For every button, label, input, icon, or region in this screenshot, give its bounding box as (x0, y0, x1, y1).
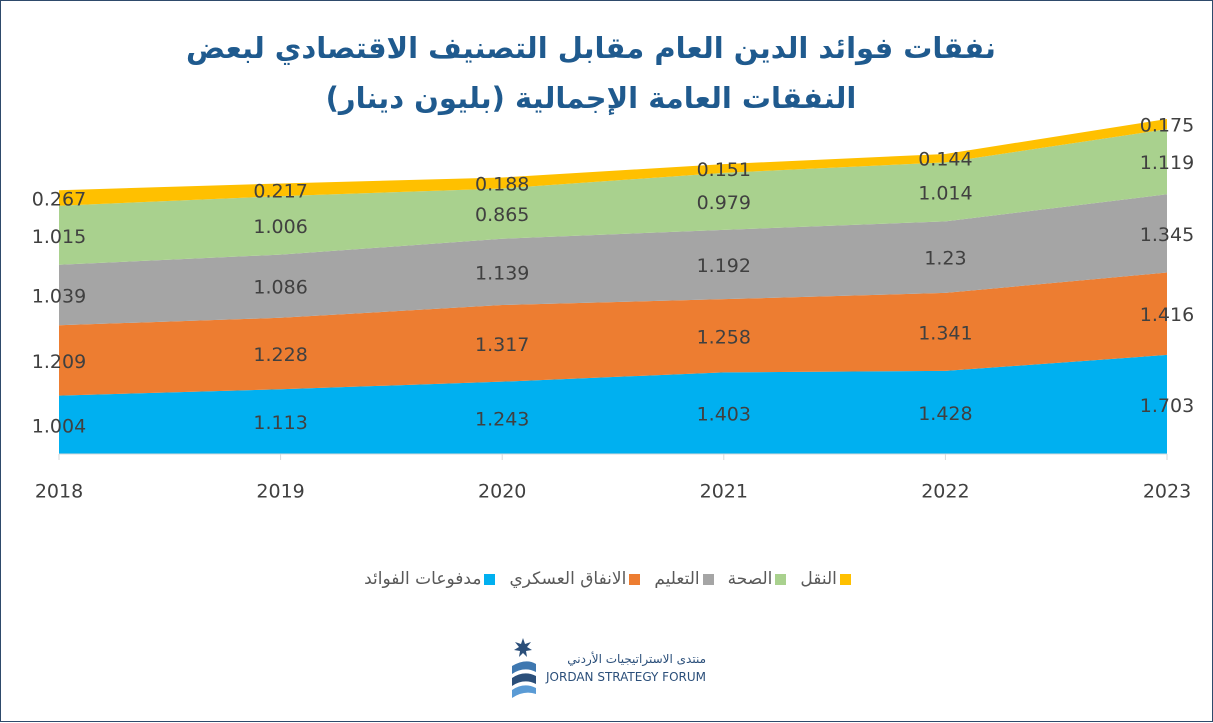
x-tick-label: 2020 (478, 481, 526, 503)
legend-label: التعليم (654, 569, 700, 589)
data-label: 1.192 (697, 255, 751, 277)
area (59, 119, 1167, 206)
legend-swatch (775, 573, 787, 585)
area (59, 129, 1167, 265)
data-label: 1.703 (1140, 395, 1194, 417)
data-label: 1.428 (918, 403, 972, 425)
legend-label: مدفوعات الفوائد (364, 569, 482, 589)
legend-item: الصحة (728, 569, 787, 589)
legend: مدفوعات الفوائد الانفاق العسكري التعليم الص… (1, 569, 1213, 589)
data-label: 1.004 (32, 415, 86, 437)
area (59, 354, 1167, 454)
data-label: 0.267 (32, 188, 86, 210)
data-label: 1.086 (253, 277, 307, 299)
data-label: 1.119 (1140, 152, 1194, 174)
x-tick-label: 2021 (700, 481, 748, 503)
legend-item: التعليم (654, 569, 714, 589)
data-label: 1.258 (697, 326, 751, 348)
legend-label: الصحة (727, 569, 773, 589)
data-label: 1.113 (253, 412, 307, 434)
data-label: 1.039 (32, 286, 86, 308)
area (59, 194, 1167, 326)
area (59, 272, 1167, 396)
data-label: 0.217 (253, 180, 307, 202)
legend-label: الانفاق العسكري (509, 569, 627, 589)
chart-title: نفقات فوائد الدين العام مقابل التصنيف ال… (186, 31, 996, 115)
x-tick-label: 2022 (921, 481, 969, 503)
data-label: 1.345 (1140, 224, 1194, 246)
data-label: 0.175 (1140, 115, 1194, 137)
legend-item: النقل (800, 569, 851, 589)
data-label: 0.151 (697, 159, 751, 181)
data-label: 0.188 (475, 173, 529, 195)
data-label: 1.416 (1140, 304, 1194, 326)
legend-swatch (702, 573, 714, 585)
data-label: 1.243 (475, 408, 529, 430)
logo-arabic: منتدى الاستراتيجيات الأردني (567, 652, 707, 666)
data-label: 1.139 (475, 262, 529, 284)
x-tick-label: 2019 (256, 481, 304, 503)
data-label: 1.209 (32, 351, 86, 373)
data-label: 1.23 (924, 248, 966, 270)
logo-icon (512, 638, 536, 698)
data-label: 0.979 (697, 192, 751, 214)
data-label: 1.014 (918, 182, 972, 204)
data-label: 1.228 (253, 344, 307, 366)
legend-swatch (484, 573, 496, 585)
logo-english: JORDAN STRATEGY FORUM (546, 670, 707, 684)
logo: منتدى الاستراتيجيات الأردني JORDAN STRAT… (506, 636, 706, 700)
legend-item: الانفاق العسكري (509, 569, 641, 589)
data-label: 1.403 (697, 404, 751, 426)
data-label: 1.317 (475, 334, 529, 356)
legend-label: النقل (800, 569, 837, 589)
data-label: 1.015 (32, 226, 86, 248)
data-label: 0.865 (475, 204, 529, 226)
legend-swatch (629, 573, 641, 585)
x-tick-label: 2018 (35, 481, 83, 503)
data-label: 1.006 (253, 216, 307, 238)
x-tick-label: 2023 (1143, 481, 1191, 503)
legend-item: مدفوعات الفوائد (364, 569, 496, 589)
legend-swatch (839, 573, 851, 585)
data-label: 1.341 (918, 322, 972, 344)
data-label: 0.144 (918, 149, 972, 171)
